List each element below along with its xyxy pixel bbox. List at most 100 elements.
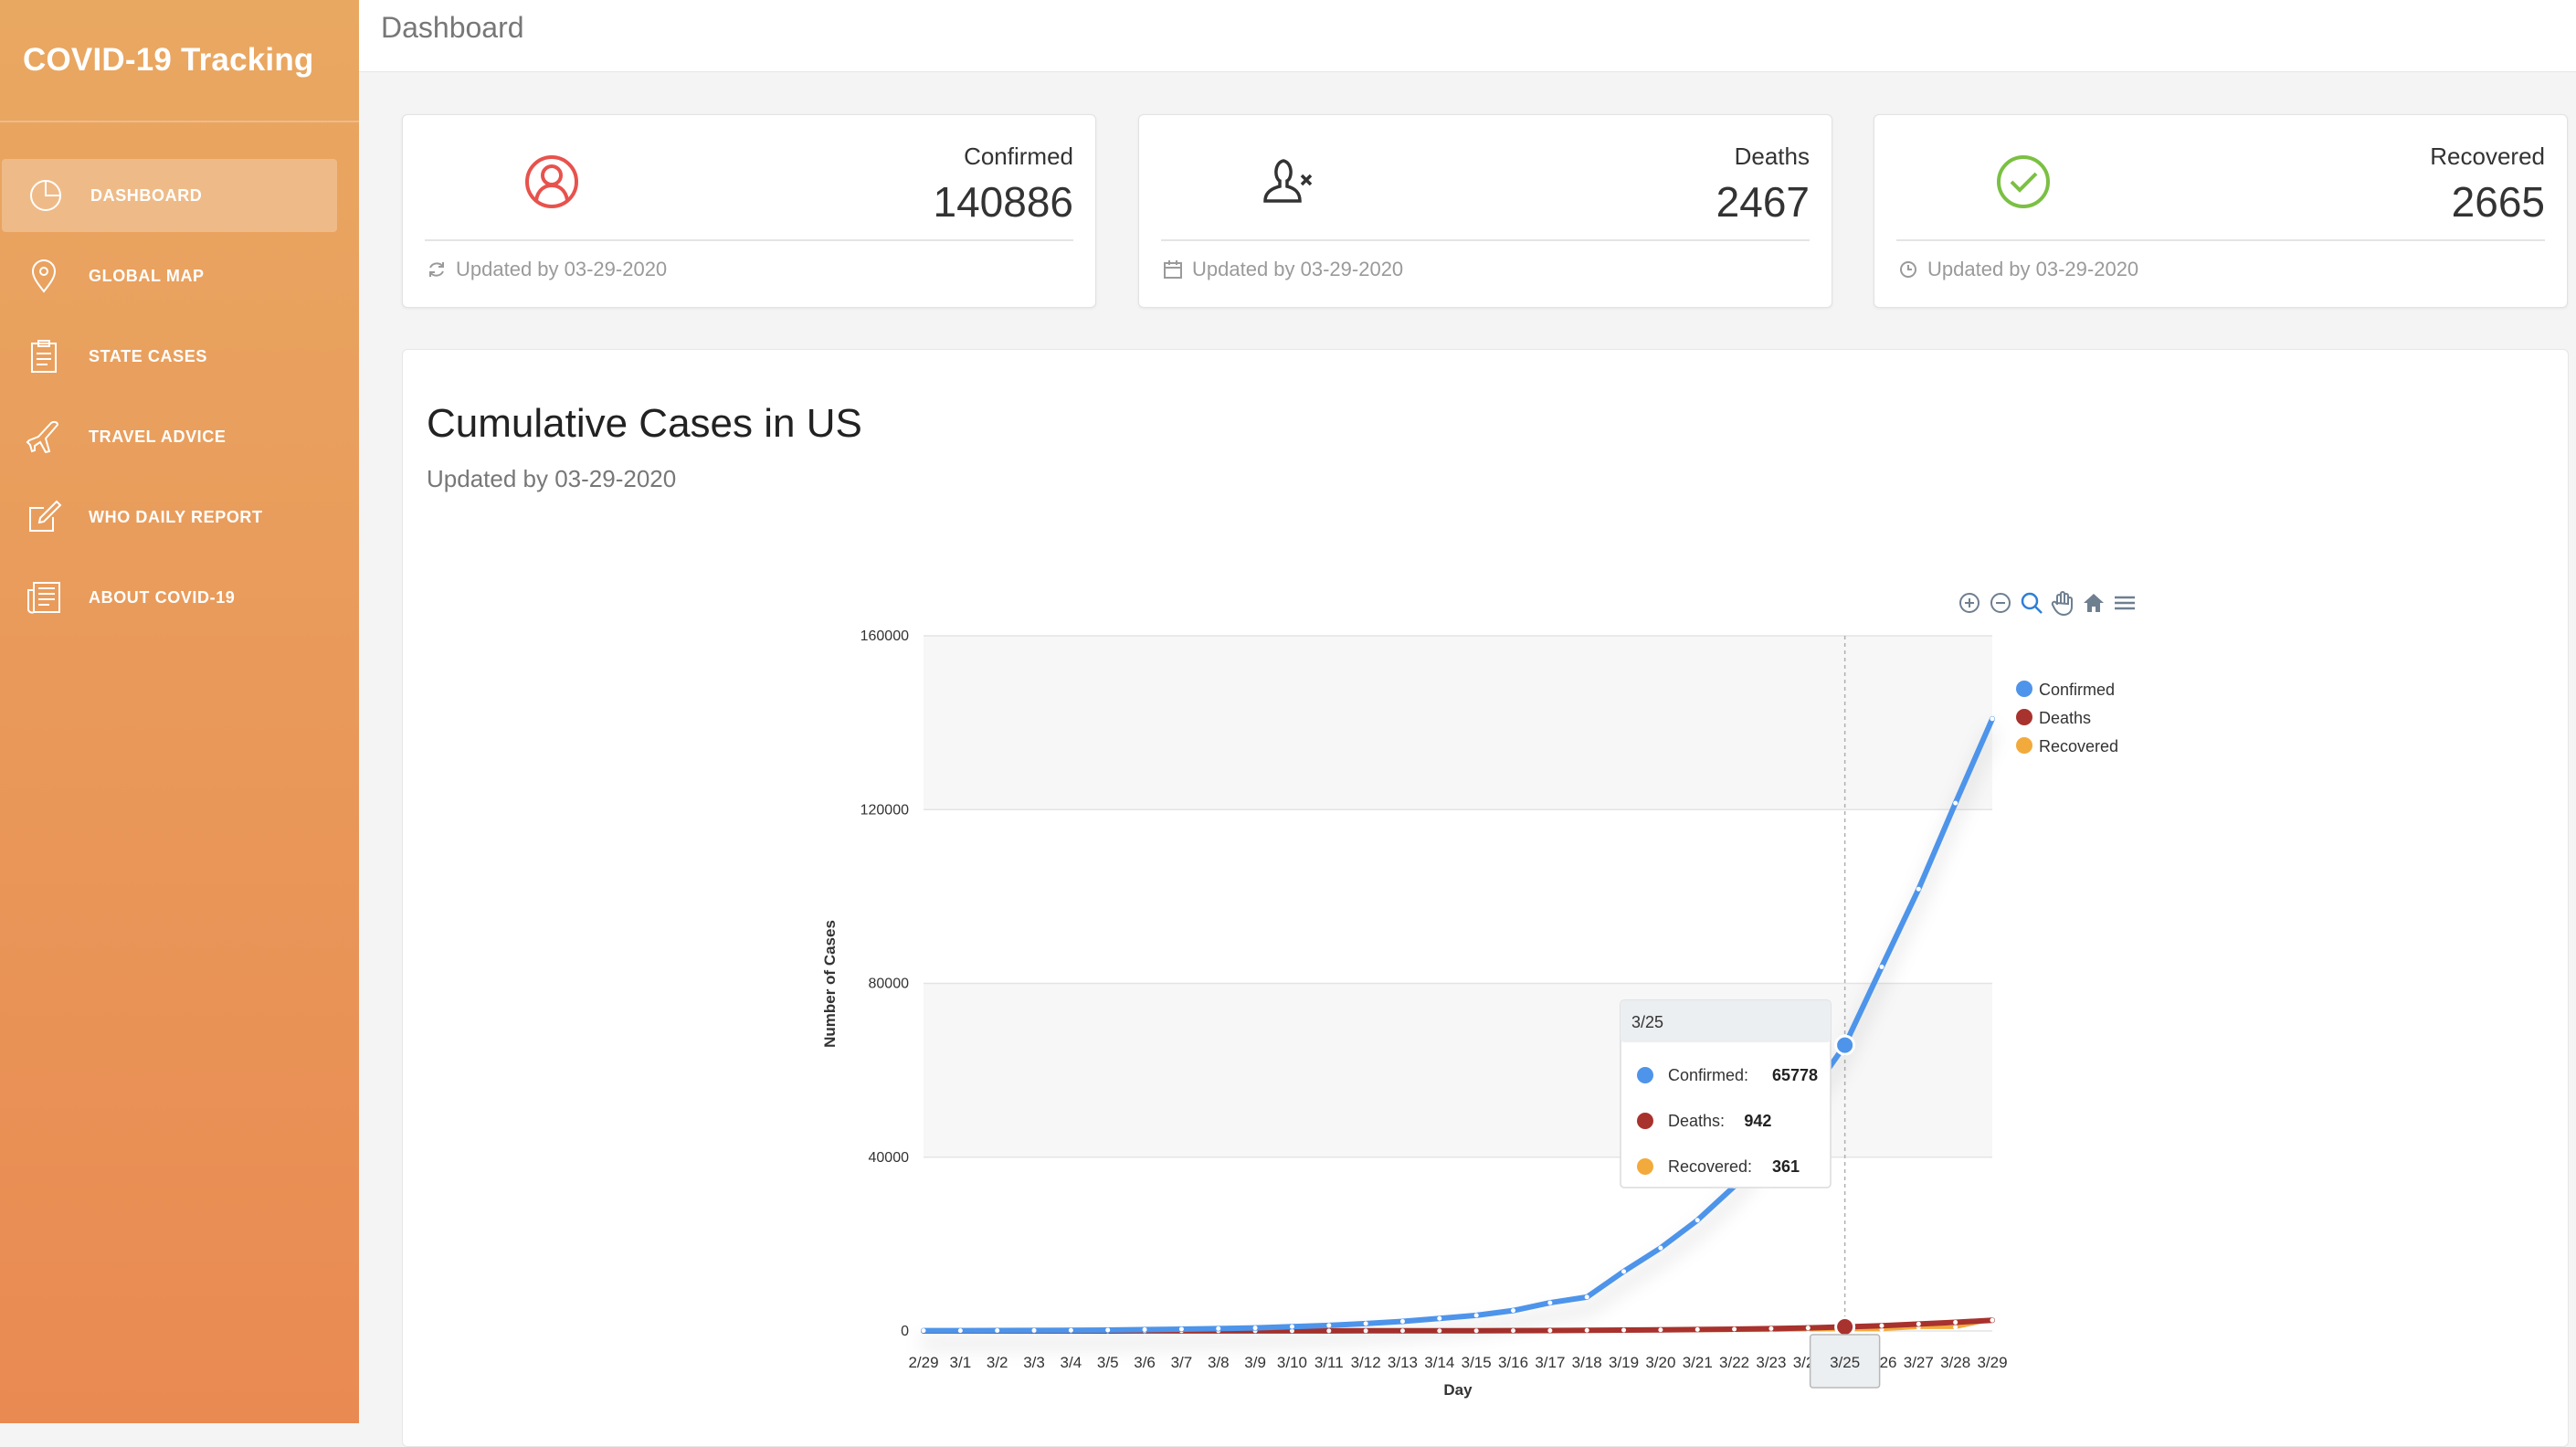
data-point <box>1252 1326 1258 1331</box>
y-axis-title: Number of Cases <box>821 920 839 1048</box>
zoom-out-icon[interactable] <box>1987 589 2014 617</box>
tooltip-value: 942 <box>1744 1112 1771 1130</box>
chart-title: Cumulative Cases in US <box>427 401 862 446</box>
confirmed-card: Confirmed 140886 Updated by 03-29-2020 <box>402 114 1096 308</box>
data-point <box>1178 1326 1184 1332</box>
x-tick-label: 3/17 <box>1535 1354 1565 1371</box>
sidebar-item-about-covid[interactable]: ABOUT COVID-19 <box>0 561 337 634</box>
y-tick-label: 80000 <box>869 977 910 992</box>
selection-zoom-icon[interactable] <box>2018 589 2045 617</box>
card-footer-text: Updated by 03-29-2020 <box>456 258 668 280</box>
line-chart: 0 40000 80000 120000 160000 2/29 3/1 3/2 3/3 3/4 3… <box>821 628 2118 1399</box>
page-title: Dashboard <box>381 11 524 44</box>
tooltip-label: Recovered: <box>1668 1157 1752 1176</box>
tooltip-label: Deaths: <box>1668 1112 1725 1130</box>
x-tick-label: 3/11 <box>1314 1354 1344 1371</box>
tooltip-marker <box>1637 1158 1653 1175</box>
data-point <box>1584 1327 1589 1333</box>
tooltip-value: 361 <box>1772 1157 1800 1176</box>
pan-hand-icon[interactable] <box>2049 589 2076 617</box>
x-tick-label: 3/12 <box>1351 1354 1381 1371</box>
airplane-icon <box>26 420 59 454</box>
chart-toolbar <box>1956 589 2138 617</box>
x-highlight-label: 3/25 <box>1830 1354 1860 1371</box>
y-tick-label: 160000 <box>860 628 909 644</box>
tooltip-marker <box>1637 1113 1653 1129</box>
sidebar-item-who-daily-report[interactable]: WHO DAILY REPORT <box>0 481 337 554</box>
x-tick-label: 3/18 <box>1572 1354 1602 1371</box>
x-axis-title: Day <box>1443 1381 1473 1399</box>
data-point <box>1326 1323 1332 1328</box>
app-title: COVID-19 Tracking <box>0 0 359 122</box>
refresh-icon <box>429 262 444 277</box>
x-tick-label: 3/5 <box>1097 1354 1119 1371</box>
grid-band <box>924 636 1992 810</box>
sidebar-item-label: TRAVEL ADVICE <box>89 427 227 446</box>
legend-label: Deaths <box>2039 709 2091 727</box>
calendar-icon <box>1164 260 1182 279</box>
data-point <box>1953 1325 1958 1330</box>
sidebar-item-state-cases[interactable]: STATE CASES <box>0 320 337 393</box>
edit-icon <box>29 500 62 532</box>
x-tick-label: 3/13 <box>1388 1354 1418 1371</box>
data-point <box>1694 1326 1700 1332</box>
tooltip-value: 65778 <box>1772 1066 1818 1084</box>
data-point <box>1399 1319 1405 1325</box>
data-point <box>1916 1321 1921 1326</box>
card-label: Confirmed <box>964 143 1073 170</box>
x-tick-label: 3/1 <box>950 1354 972 1371</box>
legend-label: Recovered <box>2039 737 2118 755</box>
sidebar-item-dashboard[interactable]: DASHBOARD <box>2 159 337 232</box>
deaths-card: Deaths 2467 Updated by 03-29-2020 <box>1138 114 1832 308</box>
card-footer-text: Updated by 03-29-2020 <box>1927 258 2139 280</box>
data-point <box>1511 1328 1516 1334</box>
chart-subtitle: Updated by 03-29-2020 <box>427 465 677 492</box>
data-point <box>957 1328 963 1334</box>
x-tick-label: 3/16 <box>1498 1354 1528 1371</box>
sidebar-item-global-map[interactable]: GLOBAL MAP <box>0 239 337 312</box>
x-tick-label: 2/29 <box>908 1354 938 1371</box>
data-point <box>1326 1328 1332 1334</box>
clipboard-icon <box>31 340 57 373</box>
card-footer-text: Updated by 03-29-2020 <box>1192 258 1404 280</box>
data-point <box>1990 1317 1995 1323</box>
reset-home-icon[interactable] <box>2080 589 2107 617</box>
card-label: Deaths <box>1734 143 1810 170</box>
data-point <box>1473 1313 1479 1318</box>
x-tick-label: 3/14 <box>1424 1354 1454 1371</box>
data-point <box>1437 1315 1442 1321</box>
data-point <box>1916 886 1921 892</box>
data-point <box>1105 1327 1111 1333</box>
y-tick-label: 0 <box>901 1324 909 1339</box>
sidebar-item-travel-advice[interactable]: TRAVEL ADVICE <box>0 400 337 473</box>
card-footer: Updated by 03-29-2020 <box>1163 258 1403 281</box>
newspaper-icon <box>26 582 60 614</box>
highlight-marker <box>1834 1034 1856 1056</box>
data-point <box>1990 716 1995 722</box>
zoom-in-icon[interactable] <box>1956 589 1983 617</box>
tooltip-marker <box>1637 1067 1653 1083</box>
x-tick-label: 3/4 <box>1061 1354 1082 1371</box>
sidebar-item-label: ABOUT COVID-19 <box>89 587 236 607</box>
data-point <box>1363 1321 1368 1326</box>
x-tick-label: 3/2 <box>987 1354 1008 1371</box>
recovered-card: Recovered 2665 Updated by 03-29-2020 <box>1874 114 2568 308</box>
sidebar-nav: DASHBOARD GLOBAL MAP STATE CASES TRAVEL … <box>0 159 359 634</box>
y-tick-label: 120000 <box>860 802 909 818</box>
data-point <box>1437 1328 1442 1334</box>
x-tick-label: 3/22 <box>1719 1354 1749 1371</box>
card-label: Recovered <box>2430 143 2545 170</box>
sidebar-item-label: DASHBOARD <box>90 185 203 205</box>
menu-icon[interactable] <box>2111 589 2138 617</box>
tooltip-title: 3/25 <box>1631 1013 1663 1031</box>
user-x-icon <box>1263 159 1313 203</box>
x-tick-label: 3/9 <box>1244 1354 1266 1371</box>
data-point <box>1658 1327 1663 1333</box>
data-point <box>1547 1327 1553 1333</box>
legend-marker <box>2016 709 2032 725</box>
top-header: Dashboard <box>359 0 2576 72</box>
data-point <box>1805 1326 1811 1331</box>
card-footer: Updated by 03-29-2020 <box>427 258 667 281</box>
divider <box>1161 239 1810 241</box>
data-point <box>1547 1300 1553 1305</box>
